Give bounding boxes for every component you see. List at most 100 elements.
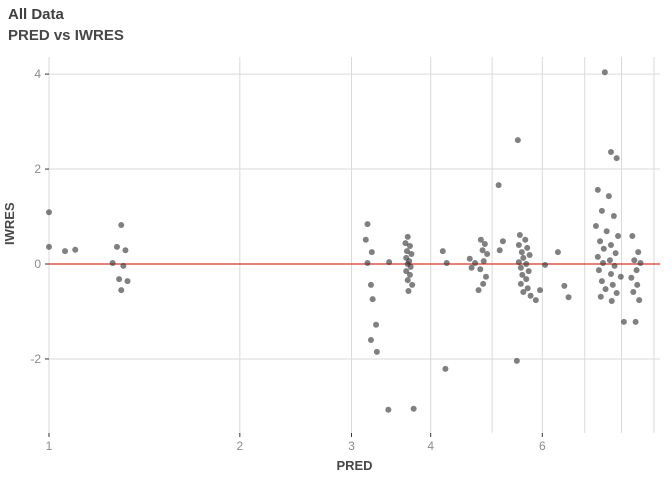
data-point	[403, 268, 410, 275]
data-point	[632, 318, 639, 325]
y-axis-title: IWRES	[2, 202, 17, 245]
data-point	[442, 365, 449, 372]
x-tick-label: 1	[46, 439, 53, 453]
data-point	[628, 274, 635, 281]
data-point	[525, 268, 532, 275]
data-point	[631, 257, 638, 264]
data-point	[368, 249, 375, 256]
data-point	[475, 287, 482, 294]
data-point	[595, 267, 602, 274]
data-point	[542, 261, 549, 268]
data-point	[479, 247, 486, 254]
data-point	[598, 207, 605, 214]
data-point	[518, 249, 525, 256]
data-point	[630, 289, 637, 295]
data-point	[554, 249, 561, 256]
data-point	[594, 186, 601, 193]
data-point	[520, 289, 527, 295]
x-tick-label: 2	[236, 439, 243, 453]
data-point	[611, 262, 618, 269]
data-point	[600, 260, 607, 267]
data-point	[439, 248, 446, 255]
data-point	[606, 257, 613, 264]
x-tick-label: 4	[427, 439, 434, 453]
data-point	[592, 223, 599, 230]
data-point	[516, 232, 523, 239]
data-point	[407, 263, 414, 270]
data-point	[615, 232, 622, 239]
data-point	[565, 294, 572, 301]
data-point	[514, 137, 521, 144]
data-point	[633, 267, 640, 274]
data-point	[62, 248, 69, 255]
data-point	[466, 255, 473, 262]
data-point	[523, 260, 530, 267]
data-point	[373, 321, 380, 328]
data-point	[118, 287, 125, 294]
data-point	[364, 221, 371, 228]
data-point	[602, 286, 609, 293]
x-axis-title: PRED	[336, 458, 373, 473]
data-point	[410, 405, 417, 412]
data-point	[118, 222, 125, 229]
data-point	[373, 348, 380, 355]
x-tick-label: 3	[348, 439, 355, 453]
data-point	[617, 273, 624, 280]
data-point	[124, 278, 131, 285]
data-point	[537, 287, 544, 294]
data-point	[603, 228, 610, 235]
data-point	[608, 298, 615, 305]
data-point	[472, 260, 479, 267]
data-point	[406, 242, 413, 249]
data-point	[46, 209, 52, 216]
data-point	[620, 318, 627, 325]
data-point	[496, 247, 503, 254]
data-point	[122, 247, 129, 254]
data-point	[46, 243, 52, 250]
y-tick-label: -2	[30, 352, 41, 366]
data-point	[607, 242, 614, 248]
data-point	[468, 264, 475, 271]
data-point	[404, 233, 411, 240]
data-point	[367, 281, 374, 288]
data-point	[116, 276, 123, 283]
data-point	[515, 259, 522, 266]
x-tick-label: 6	[539, 439, 546, 453]
data-point	[495, 182, 502, 189]
data-point	[607, 148, 614, 155]
data-point	[513, 357, 520, 364]
data-point	[480, 258, 487, 265]
data-point	[612, 250, 619, 257]
data-point	[607, 270, 614, 277]
chart-subtitle: PRED vs IWRES	[8, 27, 124, 44]
data-point	[499, 238, 506, 245]
data-point	[601, 69, 608, 76]
y-tick-label: 4	[34, 67, 41, 81]
data-point	[524, 244, 531, 251]
data-point	[524, 285, 531, 292]
data-point	[408, 251, 415, 258]
data-point	[609, 281, 616, 288]
data-point	[362, 236, 369, 243]
data-point	[520, 254, 527, 261]
data-point	[72, 246, 79, 253]
data-point	[443, 260, 450, 267]
data-point	[402, 240, 409, 247]
data-point	[629, 232, 636, 239]
data-point	[109, 260, 116, 267]
data-point	[517, 264, 524, 271]
data-point	[613, 289, 620, 296]
data-point	[481, 241, 488, 248]
data-point	[406, 271, 413, 278]
data-point	[594, 253, 601, 260]
data-point	[600, 245, 607, 252]
data-point	[637, 260, 644, 267]
data-point	[598, 278, 605, 285]
chart-title: All Data	[8, 6, 64, 23]
data-point	[477, 236, 484, 243]
data-point	[635, 249, 642, 256]
data-point	[519, 271, 526, 278]
y-tick-label: 0	[34, 257, 41, 271]
data-point	[477, 266, 484, 273]
y-tick-label: 2	[34, 162, 41, 176]
